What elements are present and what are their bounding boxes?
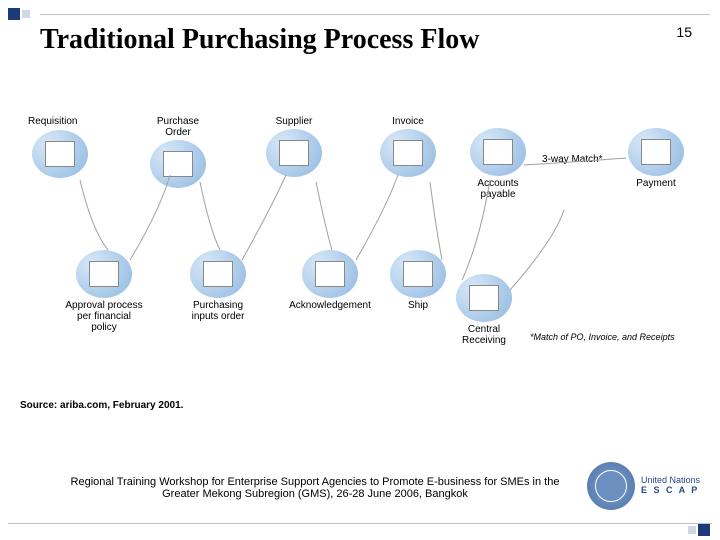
- step-central-receiving: Central Receiving: [454, 274, 514, 346]
- label-supplier: Supplier: [264, 116, 324, 127]
- bubble-icon: [390, 250, 446, 298]
- bottom-divider: [8, 523, 712, 524]
- step-ack: Acknowledgement: [300, 250, 360, 311]
- step-requisition: [30, 130, 90, 178]
- accent-square-small: [688, 526, 696, 534]
- label-central-receiving: Central Receiving: [449, 324, 519, 346]
- accent-square: [698, 524, 710, 536]
- step-accounts-payable: Accounts payable: [468, 128, 528, 200]
- bottom-accent: [688, 524, 710, 536]
- bubble-icon: [76, 250, 132, 298]
- label-purchasing-inputs: Purchasing inputs order: [181, 300, 255, 322]
- bubble-icon: [266, 129, 322, 177]
- accent-square: [8, 8, 20, 20]
- bubble-icon: [32, 130, 88, 178]
- bubble-icon: [380, 129, 436, 177]
- page-number: 15: [676, 24, 692, 40]
- top-divider: [40, 14, 710, 15]
- step-3way-match: 3-way Match*: [542, 152, 616, 165]
- step-supplier: Supplier: [264, 116, 324, 177]
- bubble-icon: [628, 128, 684, 176]
- label-payment: Payment: [626, 178, 686, 189]
- bubble-icon: [470, 128, 526, 176]
- bubble-icon: [302, 250, 358, 298]
- bubble-icon: [190, 250, 246, 298]
- un-emblem-icon: [587, 462, 635, 510]
- label-3way-match: 3-way Match*: [542, 154, 616, 165]
- footnote-match: *Match of PO, Invoice, and Receipts: [530, 332, 675, 342]
- step-approval: Approval process per financial policy: [74, 250, 134, 333]
- flow-diagram: Requisition Purchase Order Supplier Invo…: [30, 110, 690, 390]
- label-requisition: Requisition: [28, 116, 88, 127]
- footer-text: Regional Training Workshop for Enterpris…: [70, 476, 560, 500]
- bubble-icon: [150, 140, 206, 188]
- step-purchase-order: Purchase Order: [148, 116, 208, 188]
- label-ack: Acknowledgement: [280, 300, 380, 311]
- accent-square-small: [22, 10, 30, 18]
- bubble-icon: [456, 274, 512, 322]
- logo-line2: E S C A P: [641, 486, 700, 496]
- flow-row-2: Approval process per financial policy Pu…: [30, 250, 690, 370]
- page-title: Traditional Purchasing Process Flow: [40, 24, 479, 56]
- source-citation: Source: ariba.com, February 2001.: [20, 400, 183, 411]
- step-invoice: Invoice: [378, 116, 438, 177]
- logo-text: United Nations E S C A P: [641, 476, 700, 496]
- label-purchase-order: Purchase Order: [148, 116, 208, 138]
- step-payment: Payment: [626, 128, 686, 189]
- top-accent: [8, 8, 30, 20]
- step-ship: Ship: [388, 250, 448, 311]
- step-purchasing-inputs: Purchasing inputs order: [188, 250, 248, 322]
- un-escap-logo: United Nations E S C A P: [587, 462, 700, 510]
- flow-row-1: Requisition Purchase Order Supplier Invo…: [30, 110, 690, 230]
- label-invoice: Invoice: [378, 116, 438, 127]
- label-accounts-payable: Accounts payable: [468, 178, 528, 200]
- label-approval: Approval process per financial policy: [64, 300, 144, 333]
- label-ship: Ship: [388, 300, 448, 311]
